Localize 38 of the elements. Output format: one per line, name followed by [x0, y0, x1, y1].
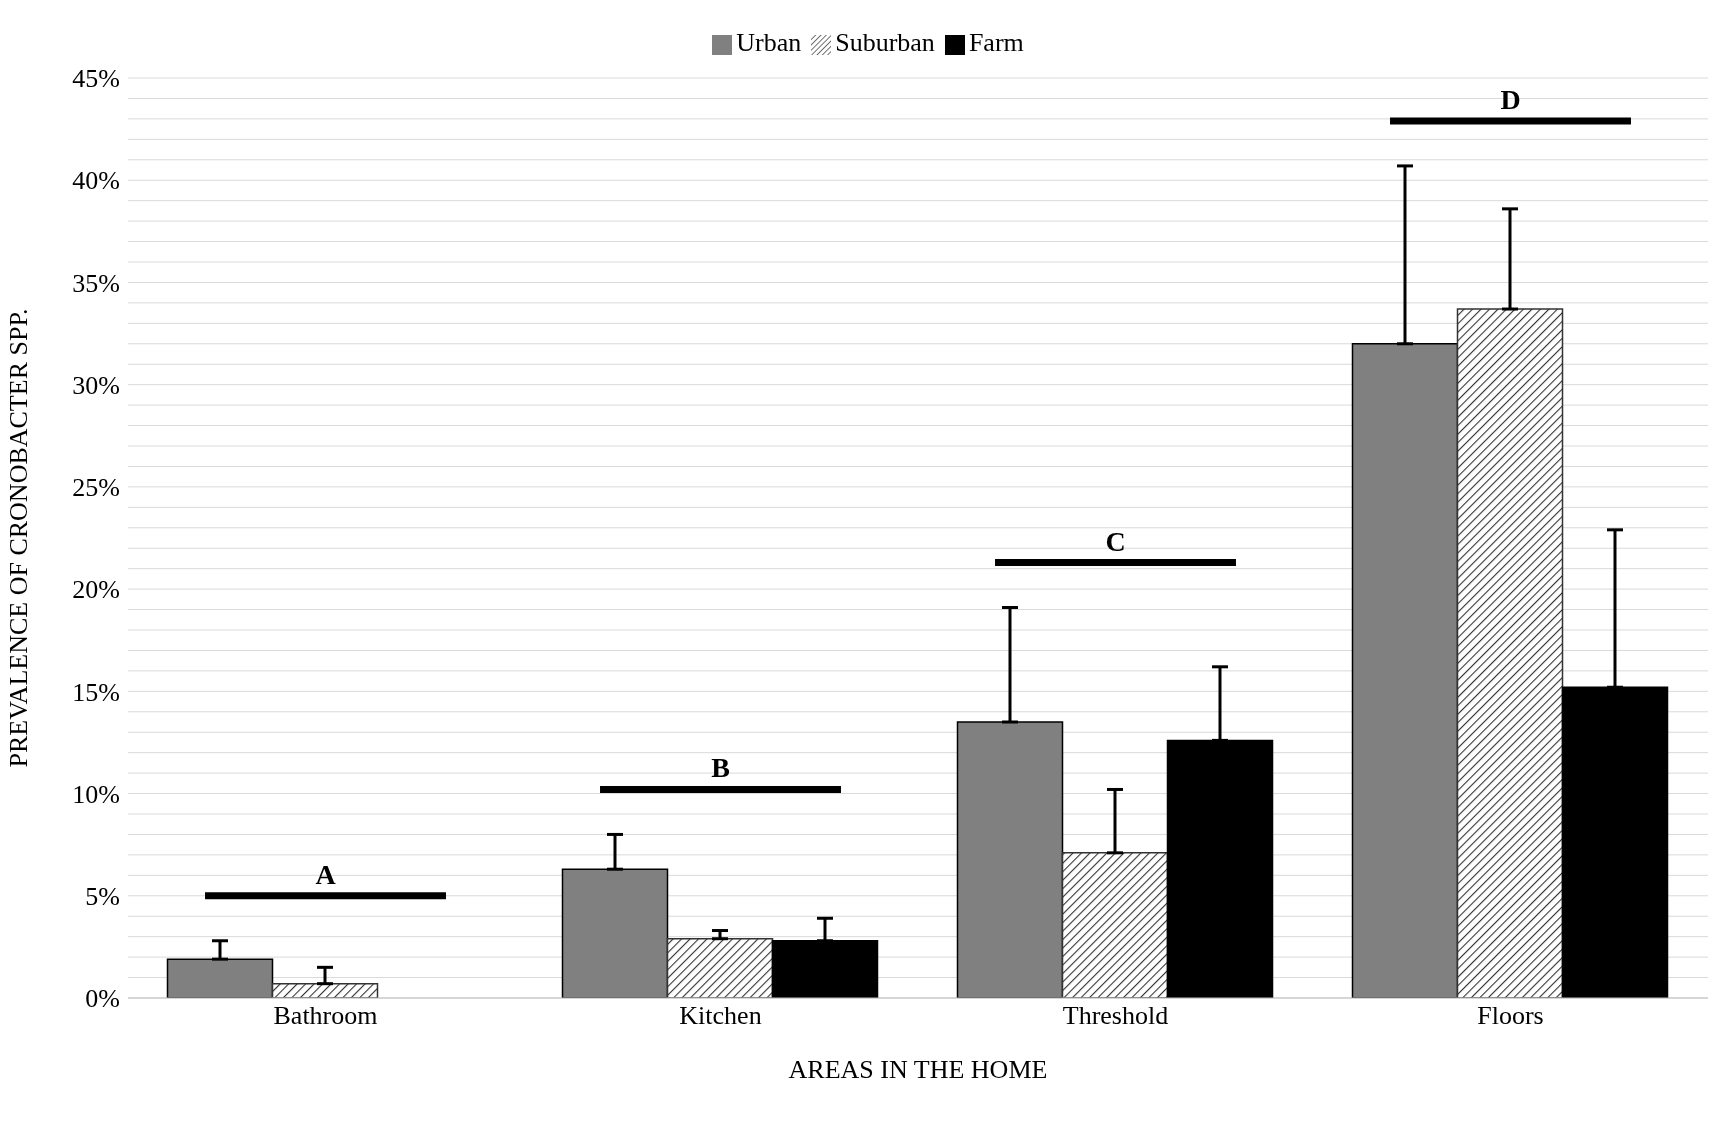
bar	[666, 937, 774, 998]
bar	[1351, 343, 1459, 998]
bar	[271, 982, 379, 998]
x-tick-label: Threshold	[1062, 1001, 1169, 1031]
x-axis-title: AREAS IN THE HOME	[788, 1055, 1048, 1084]
y-tick-label: 5%	[85, 882, 120, 912]
significance-bracket: A	[205, 858, 446, 900]
y-tick-label: 45%	[72, 64, 120, 94]
legend-label: Farm	[968, 28, 1024, 57]
annotation: B	[711, 752, 730, 784]
y-tick-label: 25%	[72, 473, 120, 503]
y-tick-label: 20%	[72, 575, 120, 605]
legend-label: Urban	[736, 28, 802, 57]
bar	[166, 958, 274, 998]
significance-bracket: C	[995, 525, 1236, 566]
y-axis-title: PREVALENCE OF CRONOBACTER SPP.	[4, 308, 34, 768]
legend-label: Suburban	[835, 28, 935, 57]
y-tick-label: 15%	[72, 677, 120, 707]
y-tick-label: 40%	[72, 166, 120, 196]
bar	[1061, 852, 1169, 998]
x-tick-label: Bathroom	[273, 1001, 378, 1031]
bar	[561, 868, 669, 998]
significance-bracket: B	[600, 752, 841, 793]
annotation: A	[315, 858, 337, 890]
x-tick-label: Kitchen	[679, 1001, 762, 1031]
bar	[771, 940, 879, 998]
significance-bracket: D	[1390, 83, 1631, 125]
y-tick-label: 35%	[72, 268, 120, 298]
x-tick-label: Floors	[1477, 1001, 1544, 1031]
bar	[1456, 308, 1564, 998]
y-tick-label: 0%	[85, 984, 120, 1014]
annotation: C	[1105, 525, 1126, 557]
bar	[1166, 739, 1274, 998]
annotation: D	[1500, 83, 1521, 115]
bar	[1561, 686, 1669, 998]
y-tick-label: 30%	[72, 370, 120, 400]
bar	[956, 721, 1064, 998]
y-tick-label: 10%	[72, 779, 120, 809]
